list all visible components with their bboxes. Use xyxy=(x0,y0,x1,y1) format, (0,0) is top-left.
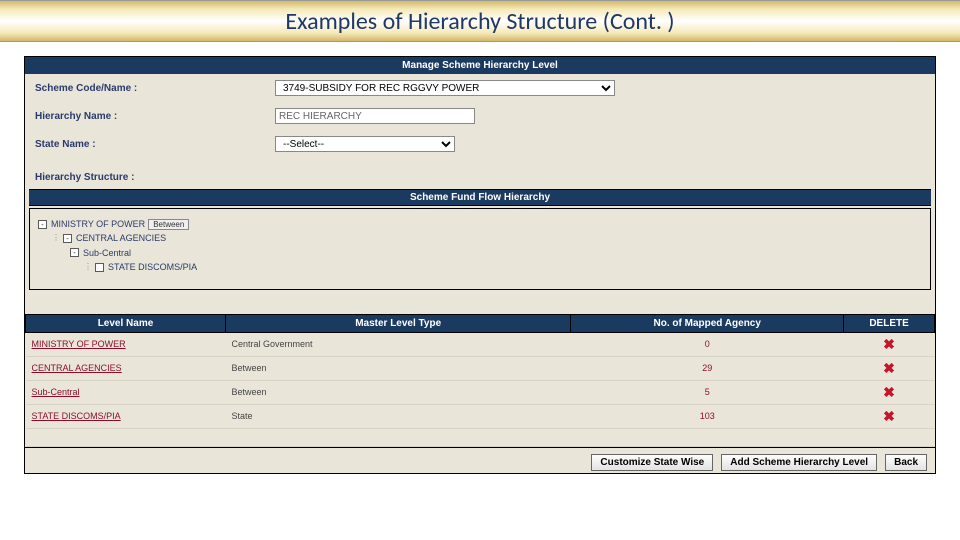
mapped-count: 103 xyxy=(571,404,844,428)
between-button[interactable]: Between xyxy=(148,219,189,230)
level-table: Level Name Master Level Type No. of Mapp… xyxy=(25,314,935,447)
delete-icon[interactable]: ✖ xyxy=(883,360,895,376)
expand-icon[interactable]: - xyxy=(70,248,79,257)
fund-flow-header: Scheme Fund Flow Hierarchy xyxy=(29,189,931,206)
table-header-row: Level Name Master Level Type No. of Mapp… xyxy=(26,314,935,332)
back-button[interactable]: Back xyxy=(885,454,927,471)
tree-root-label: MINISTRY OF POWER xyxy=(51,217,145,231)
col-level-name: Level Name xyxy=(26,314,226,332)
manage-hierarchy-panel: Manage Scheme Hierarchy Level Scheme Cod… xyxy=(24,56,936,474)
scheme-code-select[interactable]: 3749-SUBSIDY FOR REC RGGVY POWER xyxy=(275,80,615,96)
tree-connector-icon: ⋮ xyxy=(84,261,92,274)
spacer xyxy=(25,298,935,314)
col-master-type: Master Level Type xyxy=(225,314,570,332)
slide-title: Examples of Hierarchy Structure (Cont. ) xyxy=(285,7,674,36)
add-level-button[interactable]: Add Scheme Hierarchy Level xyxy=(721,454,877,471)
tree-node-root[interactable]: - MINISTRY OF POWER Between xyxy=(38,217,922,231)
panel-header: Manage Scheme Hierarchy Level xyxy=(25,57,935,74)
hierarchy-name-label: Hierarchy Name : xyxy=(35,111,275,122)
level-type: Between xyxy=(225,380,570,404)
screenshot-area: Manage Scheme Hierarchy Level Scheme Cod… xyxy=(0,42,960,474)
footer-actions: Customize State Wise Add Scheme Hierarch… xyxy=(25,447,935,473)
tree-connector-icon: ⋮ xyxy=(52,232,60,245)
table-row: MINISTRY OF POWER Central Government 0 ✖ xyxy=(26,332,935,356)
slide-title-band: Examples of Hierarchy Structure (Cont. ) xyxy=(0,0,960,42)
customize-state-button[interactable]: Customize State Wise xyxy=(591,454,713,471)
mapped-count: 0 xyxy=(571,332,844,356)
state-name-label: State Name : xyxy=(35,139,275,150)
row-state: State Name : --Select-- xyxy=(25,130,935,158)
col-delete: DELETE xyxy=(844,314,935,332)
expand-icon[interactable]: - xyxy=(63,234,72,243)
tree-node-3[interactable]: ⋮ STATE DISCOMS/PIA xyxy=(84,260,922,274)
level-type: Central Government xyxy=(225,332,570,356)
row-hierarchy: Hierarchy Name : xyxy=(25,102,935,130)
table-row: STATE DISCOMS/PIA State 103 ✖ xyxy=(26,404,935,428)
level-type: Between xyxy=(225,356,570,380)
level-link[interactable]: CENTRAL AGENCIES xyxy=(32,363,122,373)
mapped-count: 29 xyxy=(571,356,844,380)
leaf-icon[interactable] xyxy=(95,263,104,272)
hierarchy-name-input[interactable] xyxy=(275,108,475,124)
level-link[interactable]: Sub-Central xyxy=(32,387,80,397)
level-link[interactable]: STATE DISCOMS/PIA xyxy=(32,411,121,421)
table-row: Sub-Central Between 5 ✖ xyxy=(26,380,935,404)
level-type: State xyxy=(225,404,570,428)
row-scheme: Scheme Code/Name : 3749-SUBSIDY FOR REC … xyxy=(25,74,935,102)
delete-icon[interactable]: ✖ xyxy=(883,408,895,424)
tree-n1-label: CENTRAL AGENCIES xyxy=(76,231,166,245)
col-mapped-count: No. of Mapped Agency xyxy=(571,314,844,332)
tree-n3-label: STATE DISCOMS/PIA xyxy=(108,260,197,274)
level-link[interactable]: MINISTRY OF POWER xyxy=(32,339,126,349)
tree-n2-label: Sub-Central xyxy=(83,246,131,260)
mapped-count: 5 xyxy=(571,380,844,404)
table-row: CENTRAL AGENCIES Between 29 ✖ xyxy=(26,356,935,380)
hierarchy-structure-label: Hierarchy Structure : xyxy=(25,158,935,189)
scheme-code-label: Scheme Code/Name : xyxy=(35,83,275,94)
table-row-empty xyxy=(26,428,935,446)
collapse-icon[interactable]: - xyxy=(38,220,47,229)
delete-icon[interactable]: ✖ xyxy=(883,384,895,400)
tree-node-1[interactable]: ⋮ - CENTRAL AGENCIES xyxy=(52,231,922,245)
state-name-select[interactable]: --Select-- xyxy=(275,136,455,152)
delete-icon[interactable]: ✖ xyxy=(883,336,895,352)
hierarchy-tree: - MINISTRY OF POWER Between ⋮ - CENTRAL … xyxy=(29,208,931,290)
tree-node-2[interactable]: - Sub-Central xyxy=(70,246,922,260)
